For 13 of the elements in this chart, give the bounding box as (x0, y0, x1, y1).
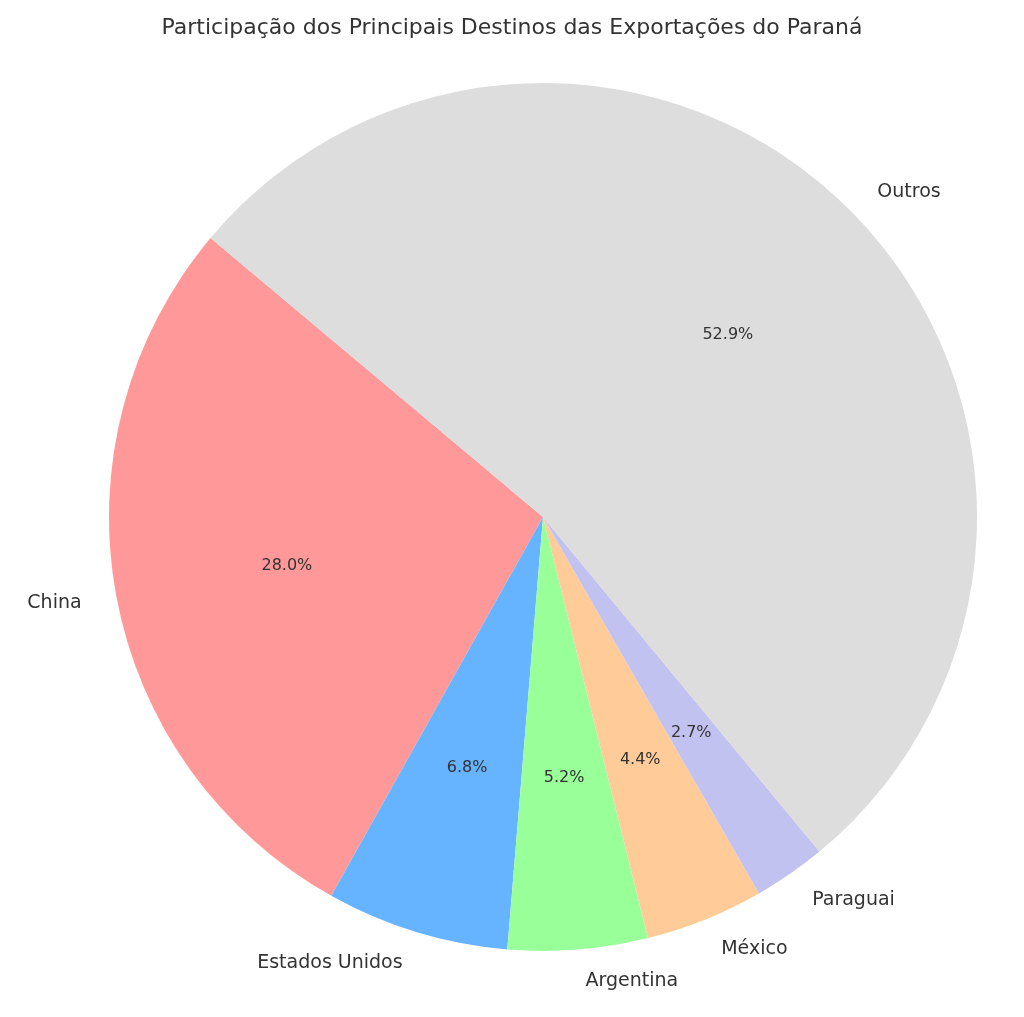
data-label: 6.8% (446, 756, 488, 776)
slice-label: Estados Unidos (257, 949, 403, 972)
slice-label: Paraguai (812, 887, 895, 910)
data-label: 28.0% (261, 554, 313, 574)
slice-label: México (721, 936, 788, 959)
data-label: 5.2% (543, 767, 585, 787)
chart-title: Participação dos Principais Destinos das Exportações do Paraná (161, 13, 863, 39)
slice-label: Outros (877, 179, 941, 202)
slice-label: China (27, 589, 82, 612)
data-label: 52.9% (702, 324, 754, 344)
data-label: 4.4% (619, 749, 661, 769)
slice-label: Argentina (585, 968, 679, 991)
data-label: 2.7% (670, 721, 712, 741)
